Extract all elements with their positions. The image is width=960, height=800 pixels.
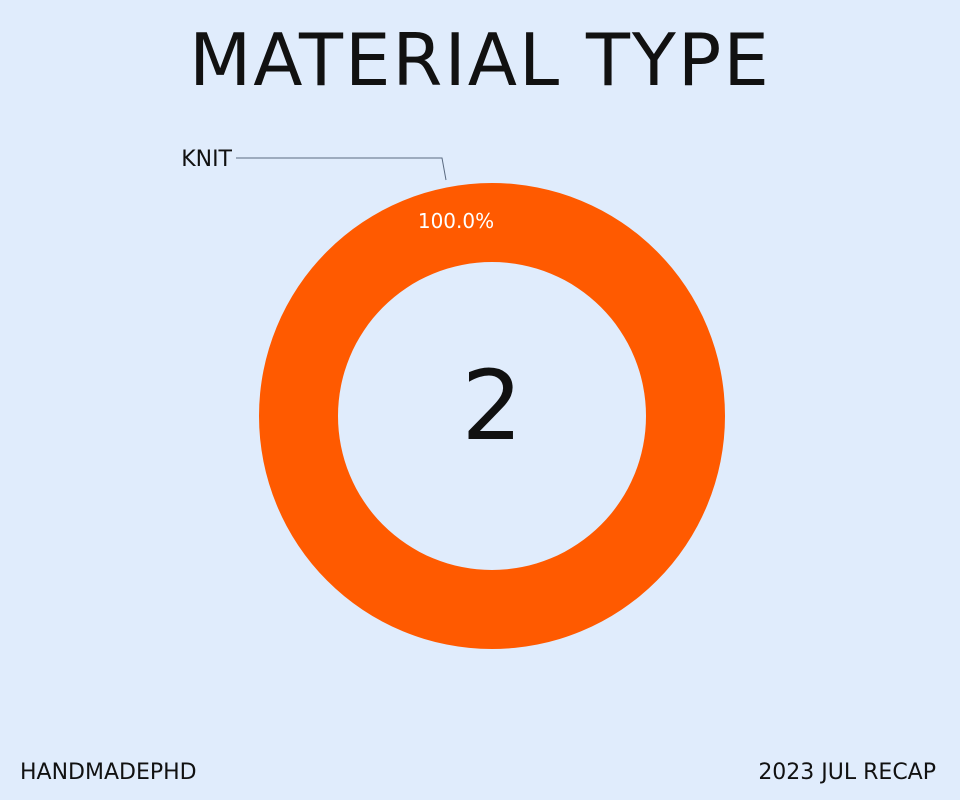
footer-brand: HANDMADEPHD	[20, 760, 197, 785]
donut-slice-knit	[259, 183, 725, 649]
donut-center-value: 2	[461, 350, 522, 462]
slice-leader-line	[236, 157, 447, 181]
footer-recap-label: 2023 JUL RECAP	[758, 760, 936, 785]
donut-slices	[259, 183, 725, 649]
slice-percent-label: 100.0%	[418, 209, 494, 233]
chart-title: MATERIAL TYPE	[189, 18, 771, 102]
slice-label: KNIT	[181, 147, 232, 172]
